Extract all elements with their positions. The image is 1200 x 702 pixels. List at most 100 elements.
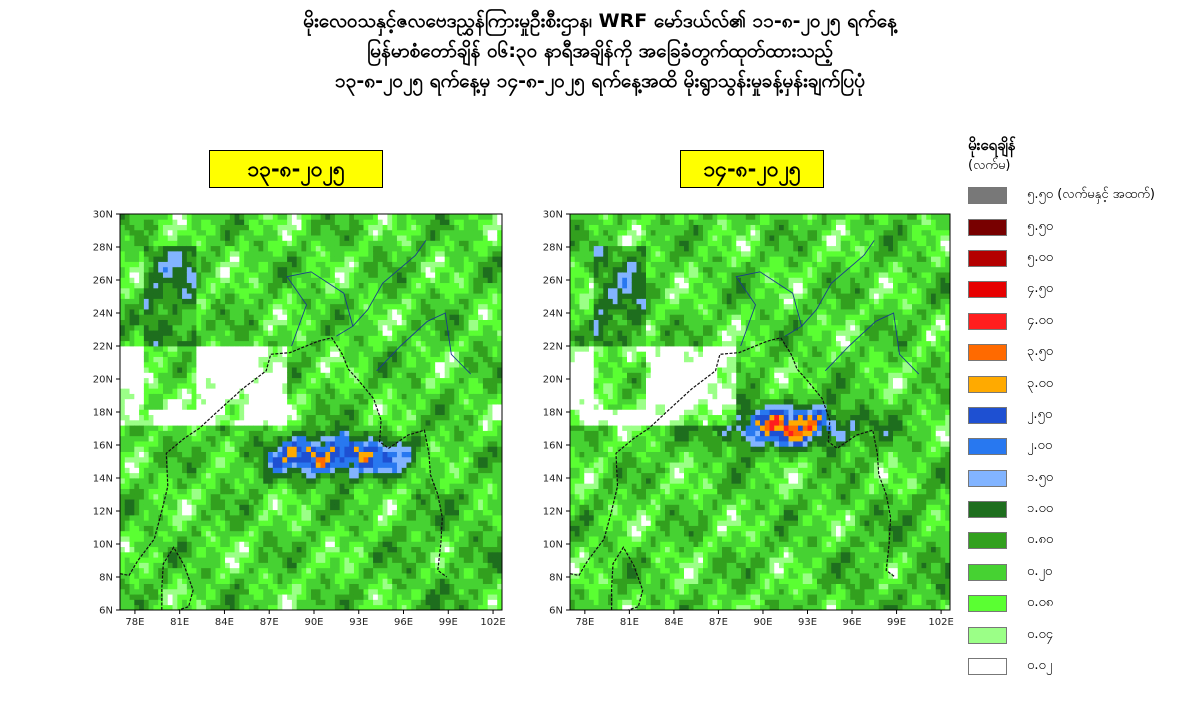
legend-swatch: [968, 658, 1007, 676]
title-line-2: မြန်မာစံတော်ချိန် ၀၆:၃၀ နာရီအချိန်ကို အခ…: [366, 40, 834, 62]
lat-tick-label: 8N: [99, 573, 113, 584]
legend-label: ၁.၅၀: [1027, 469, 1054, 485]
legend-item: ၃.၅၀: [968, 337, 1198, 368]
legend-item: ၅.၅၀: [968, 211, 1198, 242]
legend-swatch: [968, 626, 1007, 644]
lon-tick-label: 102E: [928, 617, 953, 628]
legend-label: ၅.၅၀: [1027, 218, 1054, 234]
legend-label: ၂.၀၀: [1027, 438, 1053, 454]
legend-swatch: [968, 532, 1007, 550]
legend-swatch: [968, 406, 1007, 424]
lat-tick-label: 16N: [93, 441, 113, 452]
lat-tick-label: 12N: [543, 507, 563, 518]
map-title: မိုးလေဝသနှင့်ဇလဗေဒညွှန်ကြားမှုဦးစီးဌာန၊ …: [0, 6, 1200, 96]
legend-label: ၀.၀၈: [1027, 595, 1054, 611]
legend-title: မိုးရေချိန်: [968, 136, 1016, 154]
date-label-left: ၁၃-၈-၂၀၂၅: [209, 150, 383, 188]
lat-tick-label: 26N: [93, 276, 113, 287]
legend-swatch: [968, 249, 1007, 267]
rainfall-map-left: 78E 81E 84E 87E 90E 93E 96E 99E 102E 6N 8N 10N 12N 14…: [93, 210, 506, 629]
title-line-1: မိုးလေဝသနှင့်ဇလဗေဒညွှန်ကြားမှုဦးစီးဌာန၊ …: [303, 10, 897, 32]
lat-tick-label: 8N: [549, 573, 563, 584]
lon-tick-label: 96E: [843, 617, 862, 628]
lat-tick-label: 26N: [543, 276, 563, 287]
lat-tick-label: 30N: [93, 210, 113, 221]
legend-label: ၄.၀၀: [1027, 312, 1054, 328]
legend-item: ၁.၅၀: [968, 463, 1198, 494]
legend-item: ၄.၀၀: [968, 306, 1198, 337]
lon-tick-label: 99E: [439, 617, 458, 628]
legend-swatch: [968, 438, 1007, 456]
lat-tick-label: 22N: [543, 342, 563, 353]
lat-tick-label: 28N: [543, 243, 563, 254]
lat-tick-label: 24N: [543, 309, 563, 320]
rainfall-map-right: 78E 81E 84E 87E 90E 93E 96E 99E 102E 6N 8N 10N 12N 14…: [543, 210, 954, 629]
legend-unit: (လက်မ): [968, 158, 1011, 173]
legend-item: ၀.၀၄: [968, 619, 1198, 650]
legend-swatch: [968, 312, 1007, 330]
lat-tick-label: 10N: [543, 540, 563, 551]
legend-label: ၄.၅၀: [1027, 281, 1054, 297]
date-label-right: ၁၄-၈-၂၀၂၅: [680, 150, 824, 188]
lat-tick-label: 30N: [543, 210, 563, 221]
lat-tick-label: 16N: [543, 441, 563, 452]
legend-label: ၀.၈၀: [1027, 532, 1054, 548]
legend-label: ၀.၀၂: [1027, 658, 1053, 674]
title-line-3: ၁၃-၈-၂၀၂၅ ရက်နေ့မှ ၁၄-၈-၂၀၂၅ ရက်နေ့အထိ မ…: [335, 70, 865, 92]
legend-item: ၃.၀၀: [968, 368, 1198, 399]
legend-label: ၃.၅၀: [1027, 344, 1054, 360]
legend-item: ၁.၀၀: [968, 494, 1198, 525]
rainfall-legend: မိုးရေချိန် (လက်မ) ၅.၅၀ (လက်မနှင့် အထက်)…: [968, 134, 1198, 682]
lon-tick-label: 87E: [709, 617, 728, 628]
legend-swatch: [968, 218, 1007, 236]
lon-tick-label: 90E: [753, 617, 772, 628]
lon-tick-label: 87E: [260, 617, 279, 628]
lat-tick-label: 14N: [93, 474, 113, 485]
lon-tick-label: 81E: [170, 617, 189, 628]
legend-swatch: [968, 375, 1007, 393]
lon-tick-label: 102E: [480, 617, 505, 628]
lat-tick-label: 14N: [543, 474, 563, 485]
lon-tick-label: 99E: [887, 617, 906, 628]
lat-tick-label: 20N: [543, 375, 563, 386]
legend-label: ၅.၀၀: [1027, 249, 1054, 265]
legend-swatch: [968, 344, 1007, 362]
legend-label: ၀.၀၄: [1027, 626, 1054, 642]
legend-label: ၂.၅၀: [1027, 406, 1053, 422]
legend-swatch: [968, 469, 1007, 487]
legend-item: ၀.၀၂: [968, 651, 1198, 682]
legend-item: ၅.၀၀: [968, 243, 1198, 274]
lon-tick-label: 84E: [664, 617, 683, 628]
legend-swatch: [968, 187, 1007, 205]
lon-tick-label: 96E: [394, 617, 413, 628]
legend-label: ၅.၅၀ (လက်မနှင့် အထက်): [1027, 187, 1155, 203]
legend-item: ၀.၀၈: [968, 588, 1198, 619]
lat-tick-label: 20N: [93, 375, 113, 386]
legend-label: ၁.၀၀: [1027, 501, 1054, 517]
lon-tick-label: 93E: [798, 617, 817, 628]
lat-tick-label: 6N: [99, 606, 113, 617]
lat-tick-label: 18N: [543, 408, 563, 419]
legend-item: ၀.၂၀: [968, 557, 1198, 588]
lon-tick-label: 81E: [620, 617, 639, 628]
lat-tick-label: 22N: [93, 342, 113, 353]
lat-tick-label: 10N: [93, 540, 113, 551]
legend-item: ၄.၅၀: [968, 274, 1198, 305]
legend-item: ၂.၅၀: [968, 400, 1198, 431]
lon-tick-label: 84E: [215, 617, 234, 628]
lat-tick-label: 12N: [93, 507, 113, 518]
legend-swatch: [968, 595, 1007, 613]
legend-label: ၃.၀၀: [1027, 375, 1054, 391]
lat-tick-label: 6N: [549, 606, 563, 617]
legend-item: ၀.၈၀: [968, 525, 1198, 556]
legend-label: ၀.၂၀: [1027, 563, 1053, 579]
lon-tick-label: 93E: [349, 617, 368, 628]
lon-tick-label: 78E: [125, 617, 144, 628]
legend-item: ၅.၅၀ (လက်မနှင့် အထက်): [968, 180, 1198, 211]
legend-item: ၂.၀၀: [968, 431, 1198, 462]
lon-tick-label: 78E: [575, 617, 594, 628]
legend-swatch: [968, 563, 1007, 581]
legend-swatch: [968, 281, 1007, 299]
lon-tick-label: 90E: [304, 617, 323, 628]
lat-tick-label: 28N: [93, 243, 113, 254]
